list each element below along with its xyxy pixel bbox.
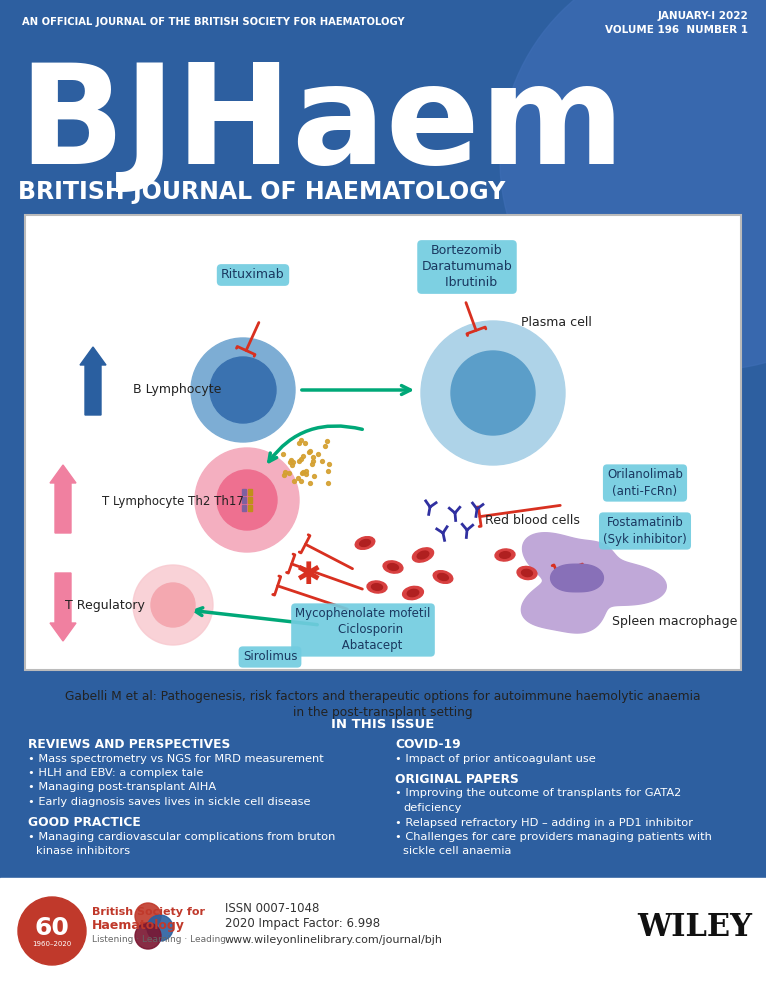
Text: AN OFFICIAL JOURNAL OF THE BRITISH SOCIETY FOR HAEMATOLOGY: AN OFFICIAL JOURNAL OF THE BRITISH SOCIE… <box>22 17 404 27</box>
Circle shape <box>133 565 213 645</box>
Circle shape <box>151 583 195 627</box>
Ellipse shape <box>383 561 403 573</box>
Text: • Relapsed refractory HD – adding in a PD1 inhibitor: • Relapsed refractory HD – adding in a P… <box>395 818 693 828</box>
Text: T Lymphocyte Th2 Th17: T Lymphocyte Th2 Th17 <box>102 495 244 508</box>
Bar <box>0 878 766 1000</box>
Text: Fostamatinib
(Syk inhibitor): Fostamatinib (Syk inhibitor) <box>603 516 687 546</box>
Text: Spleen macrophage: Spleen macrophage <box>612 614 738 628</box>
Circle shape <box>18 897 86 965</box>
Text: in the post-transplant setting: in the post-transplant setting <box>293 706 473 719</box>
Circle shape <box>421 321 565 465</box>
Text: ✱: ✱ <box>295 560 321 589</box>
Circle shape <box>500 0 766 370</box>
Text: Plasma cell: Plasma cell <box>521 316 592 330</box>
Text: BRITISH JOURNAL OF HAEMATOLOGY: BRITISH JOURNAL OF HAEMATOLOGY <box>18 180 506 204</box>
Ellipse shape <box>437 574 448 580</box>
Text: COVID-19: COVID-19 <box>395 738 460 751</box>
Ellipse shape <box>522 569 532 577</box>
Text: • HLH and EBV: a complex tale: • HLH and EBV: a complex tale <box>28 768 204 778</box>
Text: IN THIS ISSUE: IN THIS ISSUE <box>332 718 434 731</box>
FancyArrow shape <box>50 465 76 533</box>
Text: Sirolimus: Sirolimus <box>243 650 297 664</box>
Text: 1960–2020: 1960–2020 <box>32 941 72 947</box>
Text: Listening · Learning · Leading: Listening · Learning · Leading <box>92 936 226 944</box>
Ellipse shape <box>367 581 387 593</box>
Text: Bortezomib
Daratumumab
  Ibrutinib: Bortezomib Daratumumab Ibrutinib <box>421 244 512 290</box>
Text: REVIEWS AND PERSPECTIVES: REVIEWS AND PERSPECTIVES <box>28 738 231 751</box>
Text: Mycophenolate mofetil
    Ciclosporin
     Abatacept: Mycophenolate mofetil Ciclosporin Abatac… <box>296 607 430 652</box>
Text: Red blood cells: Red blood cells <box>485 514 580 526</box>
Text: ORIGINAL PAPERS: ORIGINAL PAPERS <box>395 773 519 786</box>
Ellipse shape <box>499 552 510 558</box>
Text: • Impact of prior anticoagulant use: • Impact of prior anticoagulant use <box>395 754 596 764</box>
Circle shape <box>210 357 276 423</box>
Text: VOLUME 196  NUMBER 1: VOLUME 196 NUMBER 1 <box>605 25 748 35</box>
Bar <box>25 215 741 670</box>
Text: British Society for: British Society for <box>92 907 205 917</box>
Ellipse shape <box>355 537 375 549</box>
Polygon shape <box>522 533 666 633</box>
Ellipse shape <box>434 571 453 583</box>
Text: JANUARY-I 2022: JANUARY-I 2022 <box>657 11 748 21</box>
Text: 60: 60 <box>34 916 70 940</box>
Circle shape <box>195 448 299 552</box>
Ellipse shape <box>359 540 371 546</box>
Text: WILEY: WILEY <box>637 912 752 944</box>
Bar <box>242 505 246 511</box>
Ellipse shape <box>495 549 515 561</box>
Ellipse shape <box>388 564 398 570</box>
Text: Haematology: Haematology <box>92 920 185 932</box>
Text: • Managing post-transplant AIHA: • Managing post-transplant AIHA <box>28 782 216 792</box>
FancyArrow shape <box>80 347 106 415</box>
Ellipse shape <box>412 548 434 562</box>
FancyArrow shape <box>50 573 76 641</box>
Text: T Regulatory: T Regulatory <box>65 598 145 611</box>
Text: BJHaem: BJHaem <box>18 57 624 192</box>
Text: Rituximab: Rituximab <box>221 268 285 282</box>
Ellipse shape <box>517 566 537 580</box>
Circle shape <box>451 351 535 435</box>
Text: • Challenges for care providers managing patients with: • Challenges for care providers managing… <box>395 832 712 842</box>
Text: • Mass spectrometry vs NGS for MRD measurement: • Mass spectrometry vs NGS for MRD measu… <box>28 754 324 764</box>
Text: • Improving the outcome of transplants for GATA2: • Improving the outcome of transplants f… <box>395 788 681 798</box>
Text: ISSN 0007-1048: ISSN 0007-1048 <box>225 902 319 914</box>
Bar <box>248 489 252 495</box>
Text: www.wileyonlinelibrary.com/journal/bjh: www.wileyonlinelibrary.com/journal/bjh <box>225 935 443 945</box>
Text: 2020 Impact Factor: 6.998: 2020 Impact Factor: 6.998 <box>225 918 380 930</box>
Text: • Managing cardiovascular complications from bruton: • Managing cardiovascular complications … <box>28 832 336 842</box>
Text: Gabelli M et al: Pathogenesis, risk factors and therapeutic options for autoimmu: Gabelli M et al: Pathogenesis, risk fact… <box>65 690 701 703</box>
Circle shape <box>135 923 161 949</box>
Circle shape <box>147 915 173 941</box>
Circle shape <box>135 903 161 929</box>
Bar <box>248 505 252 511</box>
Text: kinase inhibitors: kinase inhibitors <box>36 846 130 856</box>
Ellipse shape <box>417 551 429 559</box>
Ellipse shape <box>403 586 424 600</box>
Polygon shape <box>551 564 604 592</box>
Text: B Lymphocyte: B Lymphocyte <box>133 383 221 396</box>
Ellipse shape <box>372 584 382 590</box>
Text: • Early diagnosis saves lives in sickle cell disease: • Early diagnosis saves lives in sickle … <box>28 797 310 807</box>
Ellipse shape <box>408 589 419 597</box>
Text: sickle cell anaemia: sickle cell anaemia <box>403 846 512 856</box>
Circle shape <box>191 338 295 442</box>
Circle shape <box>217 470 277 530</box>
Bar <box>242 489 246 495</box>
Bar <box>248 497 252 503</box>
Bar <box>242 497 246 503</box>
Text: GOOD PRACTICE: GOOD PRACTICE <box>28 816 141 830</box>
Text: Orilanolimab
(anti-FcRn): Orilanolimab (anti-FcRn) <box>607 468 683 497</box>
Text: deficiency: deficiency <box>403 803 461 813</box>
